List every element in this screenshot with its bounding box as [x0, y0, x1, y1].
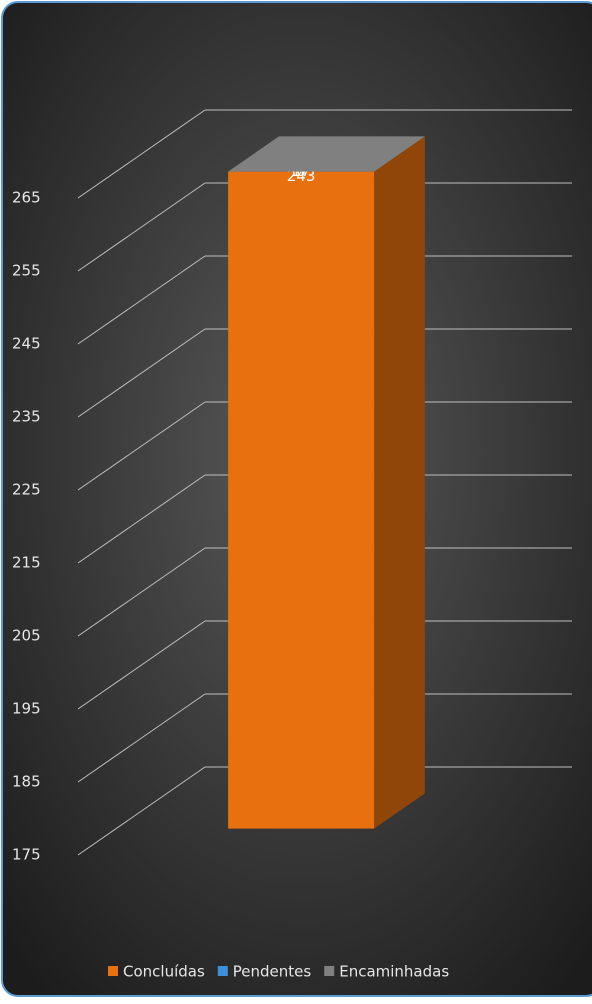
grid-line	[77, 401, 206, 491]
bar-top	[228, 136, 425, 172]
bar	[228, 171, 375, 829]
grid-line	[77, 620, 206, 710]
legend: Concluídas Pendentes Encaminhadas	[108, 963, 449, 981]
grid-line	[77, 474, 206, 564]
grid-line	[77, 547, 206, 637]
grid-line	[77, 766, 206, 856]
grid-line	[77, 109, 206, 199]
legend-label: Encaminhadas	[339, 963, 449, 981]
y-tick-label: 195	[12, 700, 41, 718]
grid-line	[77, 693, 206, 783]
y-tick-label: 265	[12, 189, 41, 207]
y-tick-label: 185	[12, 773, 41, 791]
grid-line	[77, 182, 206, 272]
legend-swatch	[217, 966, 228, 976]
grid-line	[77, 255, 206, 345]
bar-side	[374, 136, 425, 829]
grid-line	[77, 328, 206, 418]
grid: 175 185 195 205 215 225 235 245 255 265	[12, 109, 572, 864]
y-tick-label: 235	[12, 408, 41, 426]
legend-label: Concluídas	[123, 963, 205, 981]
y-tick-label: 205	[12, 627, 41, 645]
y-tick-label: 225	[12, 481, 41, 499]
y-tick-label: 255	[12, 262, 41, 280]
y-tick-label: 175	[12, 846, 41, 864]
y-tick-label: 245	[12, 335, 41, 353]
legend-swatch	[324, 966, 335, 976]
legend-label: Pendentes	[233, 963, 312, 981]
y-tick-label: 215	[12, 554, 41, 572]
legend-swatch	[108, 966, 118, 976]
bars: 243170	[228, 136, 425, 829]
